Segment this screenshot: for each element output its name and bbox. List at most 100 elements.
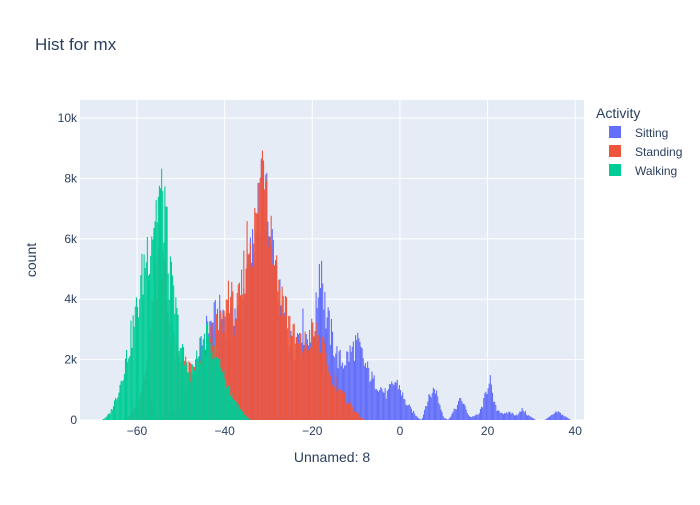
bar-sitting bbox=[446, 419, 447, 420]
bar-sitting bbox=[558, 411, 559, 420]
bar-sitting bbox=[503, 414, 504, 420]
bar-standing bbox=[249, 253, 250, 420]
bar-walking bbox=[114, 400, 115, 420]
bar-sitting bbox=[483, 398, 484, 420]
bar-sitting bbox=[463, 404, 464, 420]
bar-sitting bbox=[462, 403, 463, 420]
legend-item-standing[interactable]: Standing bbox=[609, 145, 682, 159]
bar-sitting bbox=[526, 415, 527, 420]
bar-standing bbox=[257, 183, 258, 420]
bar-sitting bbox=[426, 406, 427, 420]
bar-walking bbox=[205, 355, 206, 420]
y-tick-label: 8k bbox=[64, 171, 78, 185]
legend-item-walking[interactable]: Walking bbox=[609, 164, 677, 178]
bar-sitting bbox=[391, 382, 392, 420]
bar-standing bbox=[243, 251, 244, 420]
bar-sitting bbox=[465, 406, 466, 420]
bar-sitting bbox=[469, 416, 470, 420]
bar-walking bbox=[196, 351, 197, 420]
bar-walking bbox=[118, 393, 119, 420]
bar-sitting bbox=[440, 410, 441, 420]
bar-sitting bbox=[524, 412, 525, 420]
legend-label-walking: Walking bbox=[635, 164, 677, 178]
bar-walking bbox=[211, 359, 212, 420]
bar-sitting bbox=[504, 413, 505, 420]
bar-standing bbox=[324, 344, 325, 420]
bar-walking bbox=[174, 314, 175, 420]
bar-walking bbox=[176, 308, 177, 420]
bar-standing bbox=[262, 151, 263, 420]
bar-sitting bbox=[386, 399, 387, 420]
bar-walking bbox=[210, 343, 211, 420]
bar-standing bbox=[347, 404, 348, 420]
bar-standing bbox=[318, 335, 319, 420]
bar-sitting bbox=[454, 409, 455, 420]
bar-standing bbox=[237, 293, 238, 420]
bar-standing bbox=[354, 412, 355, 420]
bar-standing bbox=[346, 404, 347, 420]
bar-sitting bbox=[506, 412, 507, 420]
bar-standing bbox=[274, 265, 275, 420]
bar-sitting bbox=[568, 418, 569, 420]
bar-walking bbox=[164, 186, 165, 420]
bar-sitting bbox=[489, 384, 490, 420]
legend-swatch-sitting bbox=[609, 126, 621, 138]
bar-sitting bbox=[374, 375, 375, 420]
bar-sitting bbox=[518, 413, 519, 420]
bar-standing bbox=[327, 365, 328, 420]
bar-walking bbox=[215, 338, 216, 420]
bar-sitting bbox=[358, 338, 359, 420]
bar-standing bbox=[240, 295, 241, 420]
bar-sitting bbox=[495, 405, 496, 420]
bar-sitting bbox=[564, 416, 565, 420]
bar-sitting bbox=[515, 415, 516, 420]
bar-sitting bbox=[552, 415, 553, 420]
bar-sitting bbox=[399, 385, 400, 420]
bar-walking bbox=[207, 321, 208, 420]
bar-standing bbox=[293, 324, 294, 420]
bar-walking bbox=[121, 381, 122, 420]
bar-walking bbox=[165, 207, 166, 420]
bar-walking bbox=[149, 274, 150, 420]
y-axis-title: count bbox=[23, 243, 39, 277]
bar-standing bbox=[285, 296, 286, 420]
bar-sitting bbox=[481, 407, 482, 420]
bar-standing bbox=[352, 407, 353, 420]
bar-sitting bbox=[409, 404, 410, 420]
x-tick-label: −60 bbox=[127, 424, 148, 438]
bar-sitting bbox=[376, 389, 377, 420]
x-tick-label: −40 bbox=[214, 424, 235, 438]
bar-sitting bbox=[364, 366, 365, 420]
bar-sitting bbox=[437, 396, 438, 420]
bar-walking bbox=[238, 405, 239, 420]
bar-sitting bbox=[379, 390, 380, 420]
bar-walking bbox=[142, 295, 143, 420]
bar-sitting bbox=[553, 414, 554, 420]
bar-standing bbox=[311, 319, 312, 420]
bar-sitting bbox=[398, 389, 399, 420]
bar-sitting bbox=[448, 419, 449, 420]
bar-sitting bbox=[480, 409, 481, 420]
bar-sitting bbox=[410, 406, 411, 420]
bar-standing bbox=[340, 390, 341, 420]
bar-sitting bbox=[546, 419, 547, 420]
legend-item-sitting[interactable]: Sitting bbox=[609, 126, 668, 140]
bar-standing bbox=[272, 264, 273, 420]
bar-sitting bbox=[513, 414, 514, 420]
bar-walking bbox=[222, 371, 223, 420]
bar-standing bbox=[341, 389, 342, 420]
bar-sitting bbox=[403, 399, 404, 420]
bar-standing bbox=[263, 162, 264, 420]
bar-walking bbox=[188, 373, 189, 420]
bar-sitting bbox=[509, 412, 510, 420]
y-tick-label: 10k bbox=[58, 111, 78, 125]
bar-standing bbox=[320, 353, 321, 420]
bar-sitting bbox=[431, 397, 432, 420]
bar-sitting bbox=[401, 395, 402, 420]
bar-walking bbox=[107, 414, 108, 420]
bar-walking bbox=[129, 356, 130, 420]
bar-standing bbox=[351, 405, 352, 420]
bar-standing bbox=[244, 294, 245, 420]
bar-sitting bbox=[439, 405, 440, 420]
